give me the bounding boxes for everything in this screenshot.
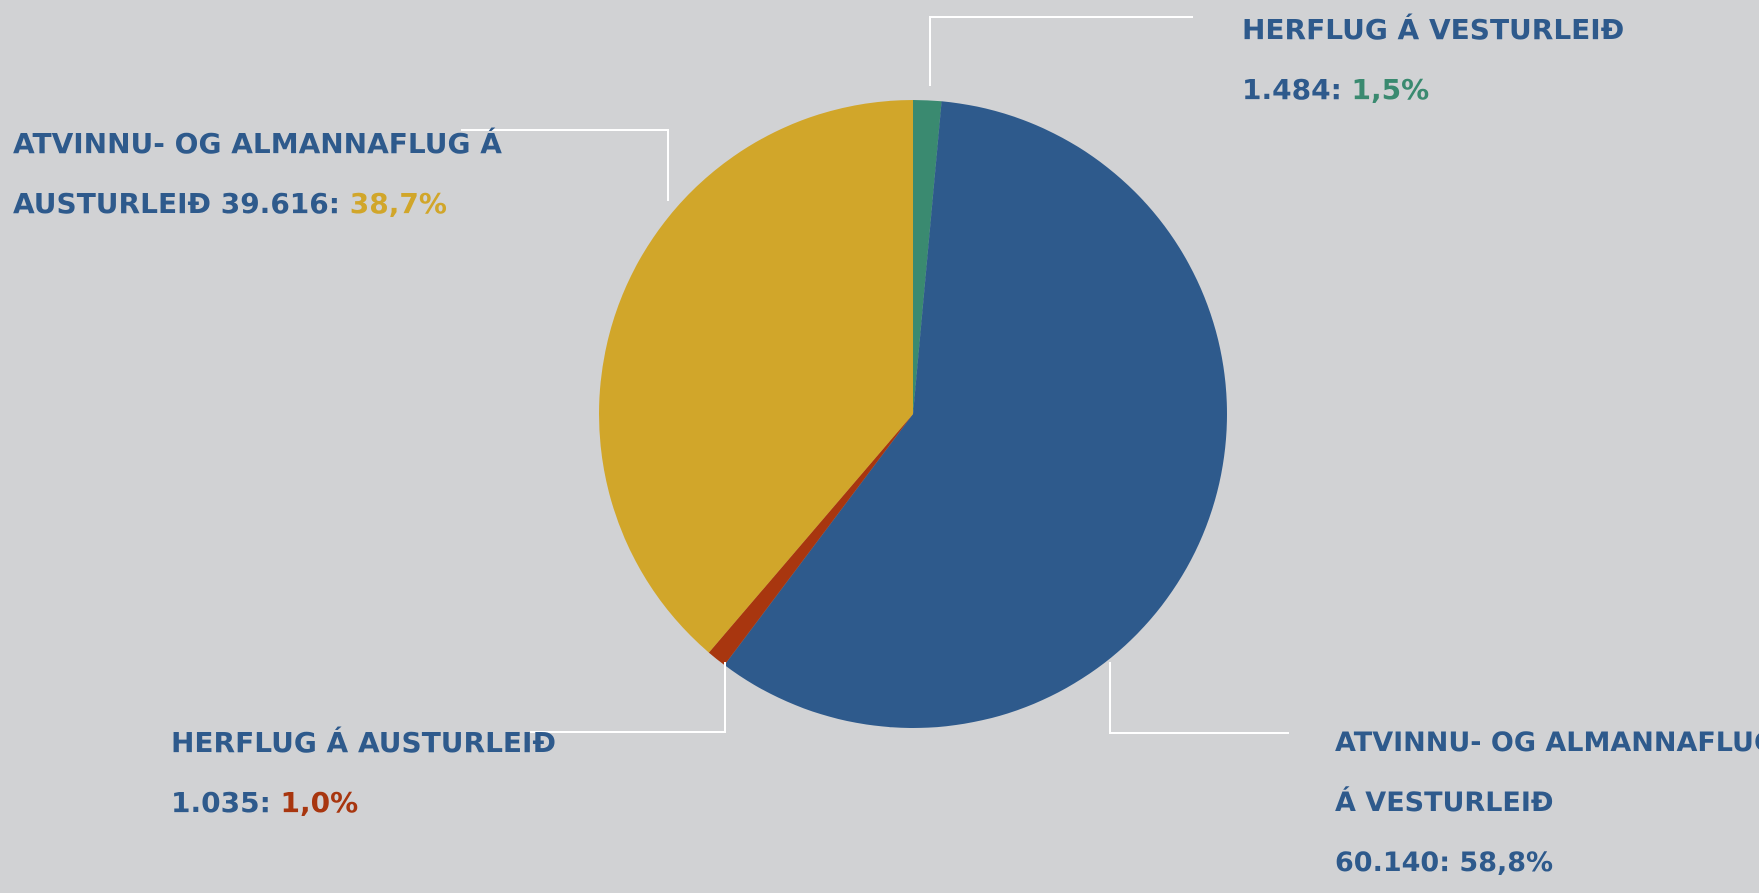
label-atvinnu-austurleid: ATVINNU- OG ALMANNAFLUG Á AUSTURLEIÐ 39.… [13, 114, 502, 234]
label-atvinnu-vesturleid-percent: 58,8% [1459, 847, 1554, 878]
leader-line-atvinnu_vestur [1109, 662, 1289, 734]
label-herflug-austurleid: HERFLUG Á AUSTURLEIÐ 1.035: 1,0% [171, 713, 556, 833]
pie-slice-atvinnu_austur [599, 100, 913, 653]
pie-slice-herflug_austur [708, 414, 913, 666]
label-atvinnu-vesturleid-name-1: ATVINNU- OG ALMANNAFLUG [1335, 727, 1759, 758]
label-herflug-austurleid-percent: 1,0% [280, 786, 359, 819]
label-herflug-vesturleid-value: 1.484: 1,5% [1242, 73, 1430, 106]
label-atvinnu-austurleid-percent: 38,7% [349, 187, 447, 220]
pie-slice-atvinnu_vestur [724, 101, 1228, 728]
label-herflug-vesturleid: HERFLUG Á VESTURLEIÐ 1.484: 1,5% [1242, 0, 1624, 120]
label-herflug-austurleid-value: 1.035: 1,0% [171, 786, 359, 819]
label-atvinnu-austurleid-value: AUSTURLEIÐ 39.616: 38,7% [13, 187, 447, 220]
label-herflug-austurleid-name: HERFLUG Á AUSTURLEIÐ [171, 726, 556, 759]
leader-line-herflug_austur [530, 662, 726, 733]
label-herflug-vesturleid-percent: 1,5% [1351, 73, 1430, 106]
label-herflug-vesturleid-name: HERFLUG Á VESTURLEIÐ [1242, 13, 1625, 46]
leader-line-herflug_vestur [929, 16, 1193, 86]
label-atvinnu-austurleid-name: ATVINNU- OG ALMANNAFLUG Á [13, 127, 502, 160]
label-atvinnu-vesturleid-name-2: Á VESTURLEIÐ [1335, 787, 1554, 818]
pie-slice-herflug_vestur [913, 100, 942, 414]
leader-line-atvinnu_austur [461, 129, 669, 201]
label-atvinnu-vesturleid-value: 60.140: 58,8% [1335, 847, 1554, 878]
label-atvinnu-vesturleid: ATVINNU- OG ALMANNAFLUG Á VESTURLEIÐ 60.… [1335, 713, 1759, 893]
